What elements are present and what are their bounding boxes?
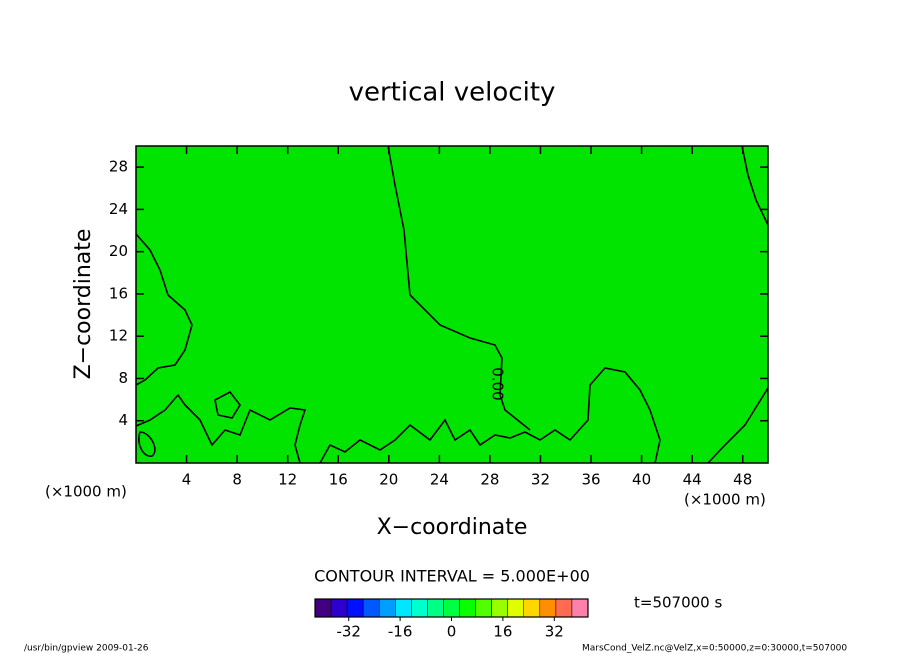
- plot-field: [136, 146, 768, 463]
- x-tick-label: 20: [379, 471, 398, 489]
- footer-left: /usr/bin/gpview 2009-01-26: [24, 644, 149, 654]
- contour-line: [387, 145, 531, 431]
- contours: [135, 145, 769, 464]
- colorbar-box: [475, 598, 492, 618]
- colorbar-box: [395, 598, 412, 618]
- y-tick-label: 24: [109, 200, 128, 218]
- colorbar-box: [555, 598, 573, 618]
- colorbar-box: [362, 598, 380, 618]
- x-tick-label: 44: [683, 471, 702, 489]
- colorbar-box: [507, 598, 525, 618]
- y-tick-label: 28: [109, 158, 128, 176]
- contour-line: [741, 145, 769, 226]
- contour-line: [135, 367, 769, 464]
- y-tick-label: 12: [109, 327, 128, 345]
- x-tick-label: 48: [733, 471, 752, 489]
- colorbar-box: [314, 598, 332, 618]
- colorbar-box: [443, 598, 460, 618]
- colorbar-tick-label: -16: [388, 623, 413, 641]
- x-tick-label: 16: [329, 471, 348, 489]
- colorbar-box: [411, 598, 428, 618]
- colorbar-tick-label: -32: [336, 623, 361, 641]
- y-tick-label: 8: [118, 369, 128, 387]
- contour-line: [214, 390, 241, 419]
- colorbar-box: [523, 598, 541, 618]
- contour-interval: CONTOUR INTERVAL = 5.000E+00: [314, 567, 590, 586]
- colorbar-tick-label: 0: [447, 623, 457, 641]
- colorbar-box: [346, 598, 364, 618]
- y-tick-label: 20: [109, 242, 128, 260]
- chart-title: vertical velocity: [349, 78, 556, 108]
- colorbar-box: [330, 598, 348, 618]
- colorbar-box: [378, 598, 396, 618]
- x-tick-label: 36: [581, 471, 600, 489]
- y-tick-label: 4: [118, 411, 128, 429]
- y-axis-label: Z−coordinate: [71, 229, 96, 380]
- x-tick-label: 4: [182, 471, 192, 489]
- colorbar-box: [571, 598, 589, 618]
- y-tick-label: 16: [109, 284, 128, 302]
- contour-line: [138, 431, 156, 457]
- contour-label: 0.00: [489, 367, 507, 400]
- x-tick-label: 8: [232, 471, 242, 489]
- x-unit-label: (×1000 m): [684, 491, 766, 509]
- x-tick-label: 12: [278, 471, 297, 489]
- x-tick-label: 28: [480, 471, 499, 489]
- colorbar-box: [539, 598, 557, 618]
- x-tick-label: 40: [632, 471, 651, 489]
- x-tick-label: 32: [531, 471, 550, 489]
- colorbar-tick-label: 32: [545, 623, 564, 641]
- contour-line: [135, 233, 193, 386]
- plot-frame: [135, 145, 769, 464]
- colorbar-box: [459, 598, 476, 618]
- time-label: t=507000 s: [634, 594, 722, 612]
- x-tick-label: 24: [430, 471, 449, 489]
- footer-right: MarsCond_VelZ.nc@VelZ,x=0:50000,z=0:3000…: [582, 644, 847, 654]
- colorbar-tick-label: 16: [493, 623, 512, 641]
- x-axis-label: X−coordinate: [377, 515, 528, 540]
- colorbar-box: [427, 598, 444, 618]
- colorbar-box: [491, 598, 508, 618]
- y-unit-label: (×1000 m): [45, 483, 127, 501]
